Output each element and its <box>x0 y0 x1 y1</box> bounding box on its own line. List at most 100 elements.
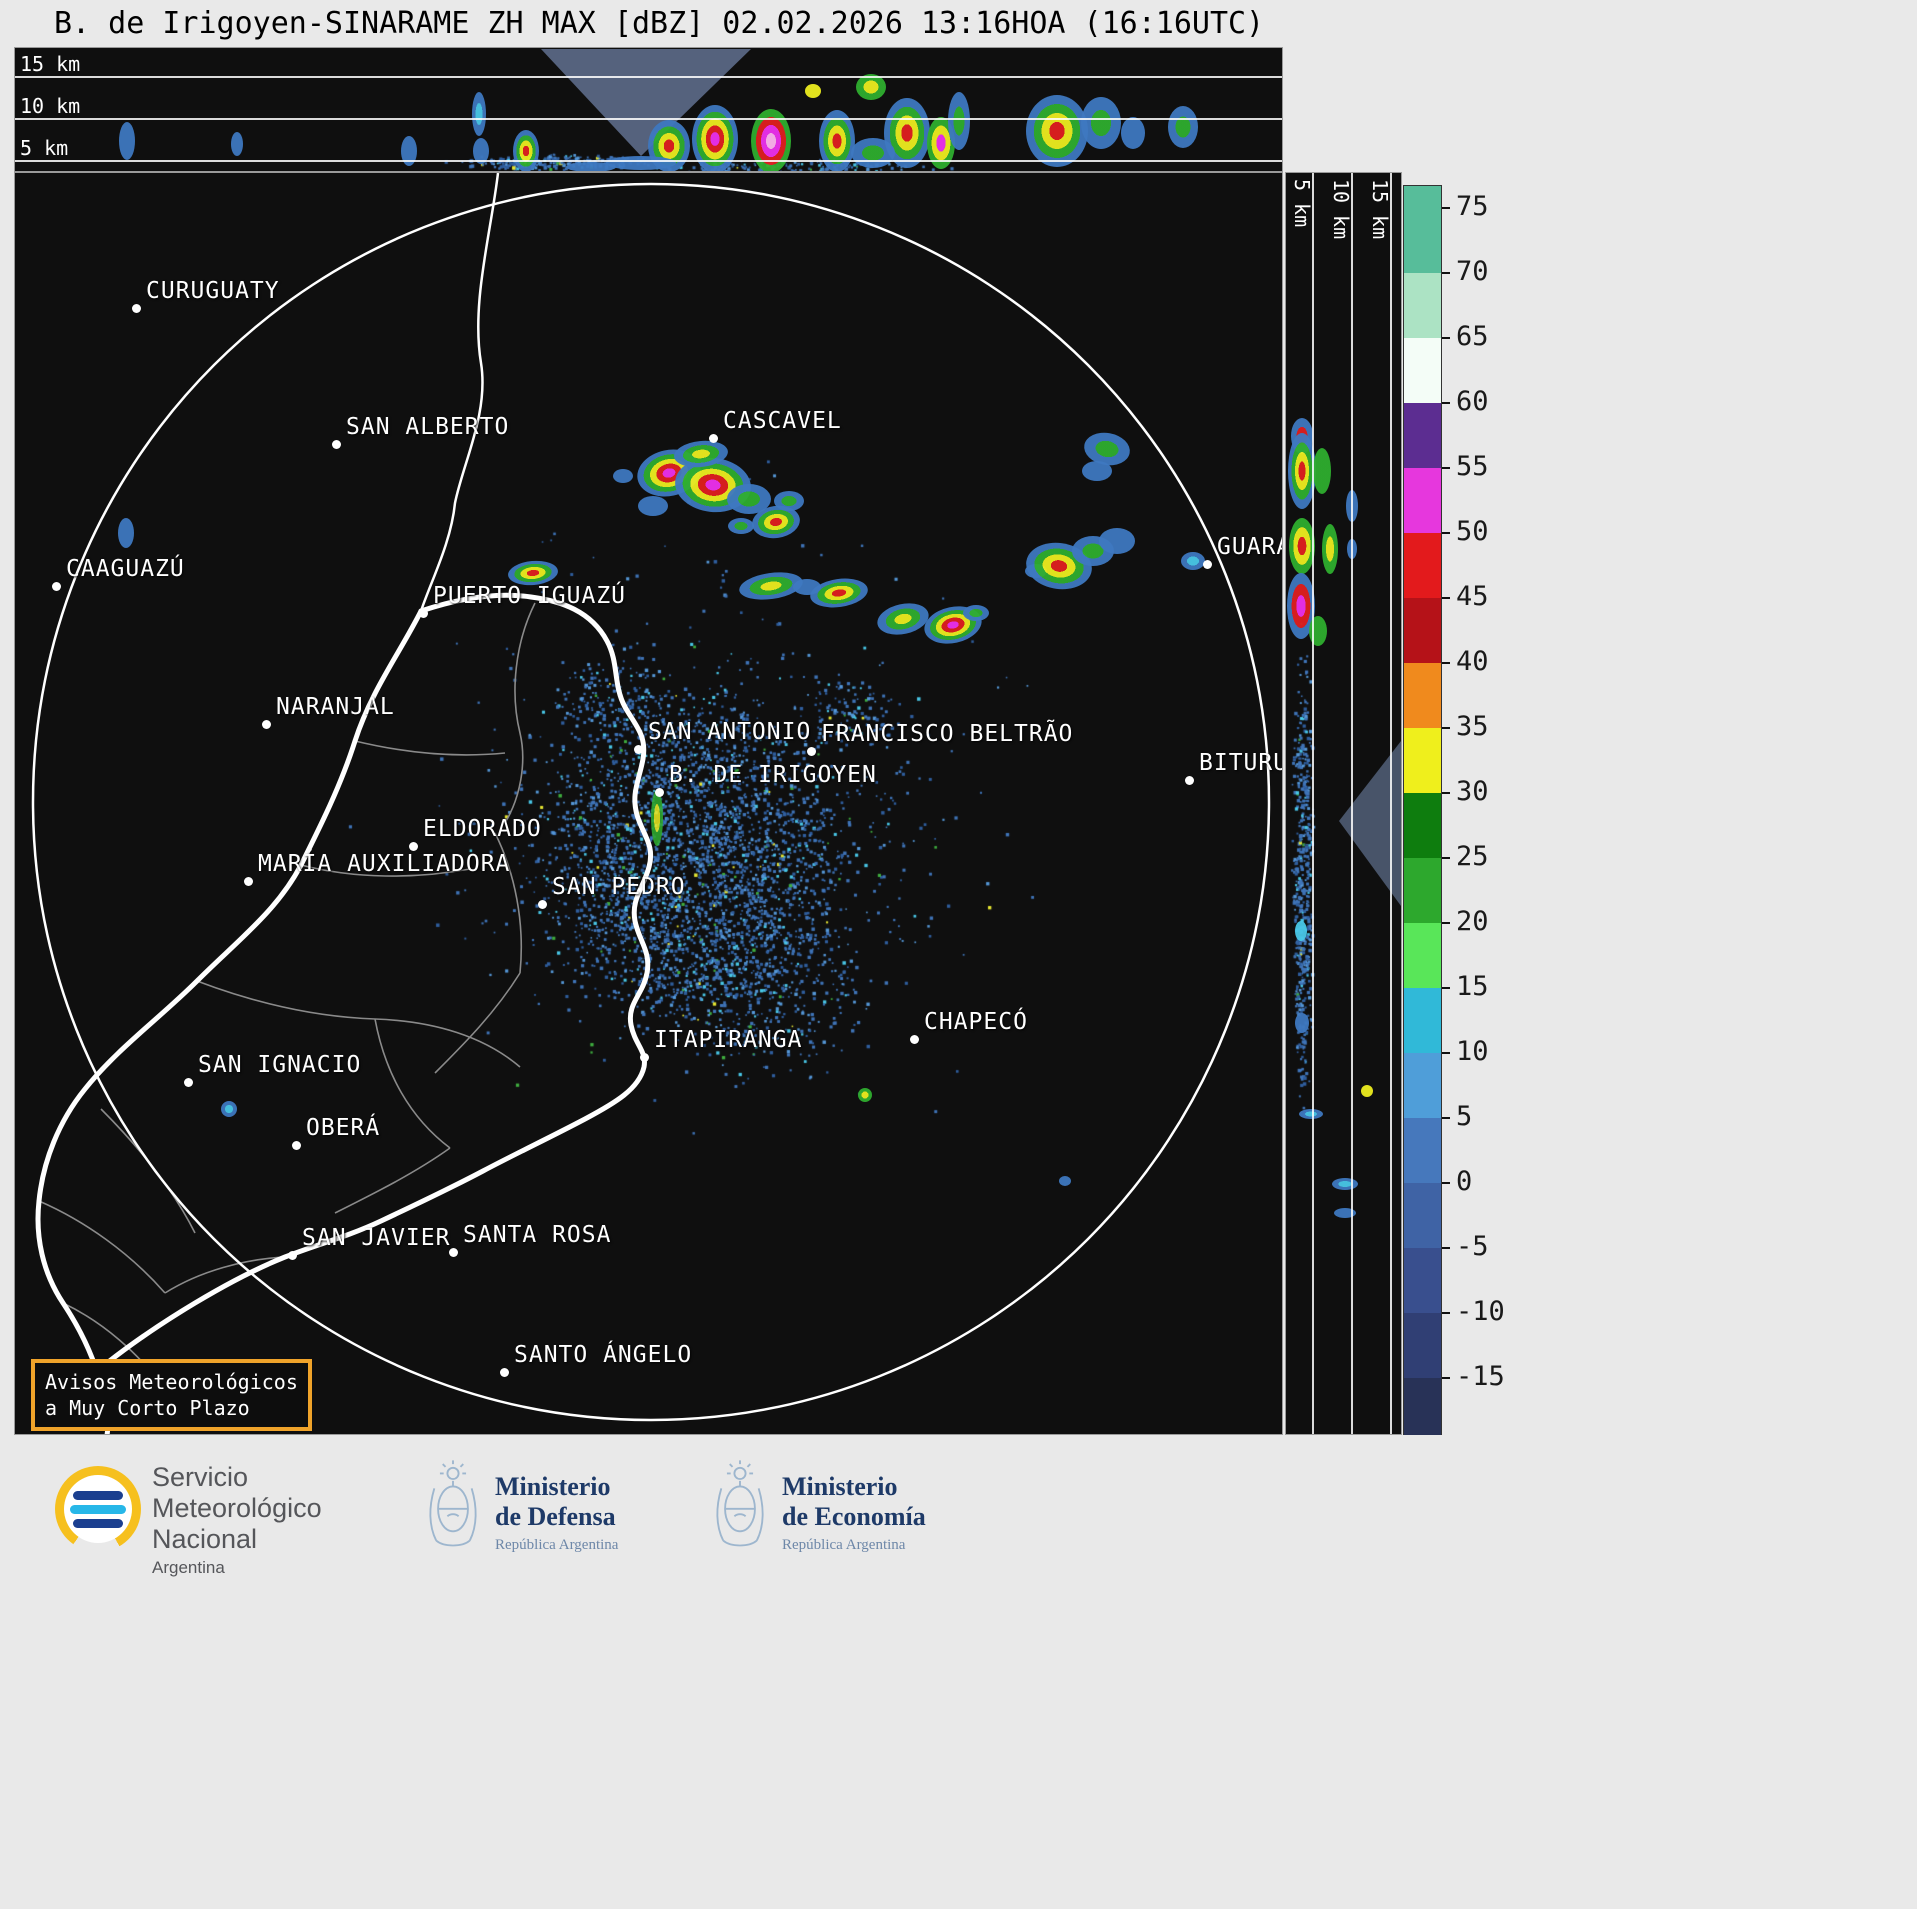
warning-box[interactable]: Avisos Meteorológicos a Muy Corto Plazo <box>31 1359 312 1431</box>
radar-echo-cell <box>473 138 489 164</box>
colorbar-segment <box>1404 1183 1441 1248</box>
city-label: MARÍA AUXILIADORA <box>258 851 511 877</box>
radar-echo-cell <box>1334 1208 1356 1218</box>
colorbar-tick-label: -15 <box>1456 1361 1505 1392</box>
ministry-defensa: Ministerio de Defensa República Argentin… <box>425 1460 618 1554</box>
city-label: SAN PEDRO <box>552 874 686 900</box>
city-label: ITAPIRANGA <box>654 1027 803 1053</box>
city-label: CHAPECÓ <box>924 1009 1028 1035</box>
city-marker <box>419 609 428 618</box>
beam-artifact-wedge <box>1339 741 1401 906</box>
city-marker <box>1185 776 1194 785</box>
top-cross-section-panel: 15 km 10 km 5 km <box>14 47 1283 172</box>
city-marker <box>409 842 418 851</box>
border-river-north <box>419 173 500 612</box>
city-label: SANTO ÁNGELO <box>514 1342 693 1368</box>
colorbar-tick-label: -10 <box>1456 1296 1505 1327</box>
colorbar-tick-label: 60 <box>1456 386 1489 417</box>
smn-stripe-icon <box>73 1490 123 1500</box>
city-marker <box>244 877 253 886</box>
city-marker <box>449 1248 458 1257</box>
right-speckle-canvas <box>1286 173 1401 1434</box>
colorbar-tick <box>1442 1377 1450 1379</box>
ministry-economia: Ministerio de Economía República Argenti… <box>712 1460 926 1554</box>
altitude-label-5km: 5 km <box>1290 179 1314 228</box>
city-label: CASCAVEL <box>723 408 842 434</box>
city-marker <box>655 788 664 797</box>
ministry-sub: República Argentina <box>495 1537 619 1553</box>
radar-echo-cell <box>1295 921 1307 941</box>
colorbar-segment <box>1404 1313 1441 1378</box>
colorbar-tick <box>1442 662 1450 664</box>
ministry-wordmark: Ministerio de Defensa República Argentin… <box>495 1460 618 1554</box>
radar-echo-cell <box>948 92 970 150</box>
colorbar-tick <box>1442 987 1450 989</box>
colorbar-tick <box>1442 1312 1450 1314</box>
dbz-colorbar <box>1403 185 1442 1436</box>
colorbar-tick-label: 30 <box>1456 776 1489 807</box>
colorbar-tick-label: -5 <box>1456 1231 1489 1262</box>
ministry-name-line: Ministerio <box>495 1472 611 1501</box>
colorbar-tick <box>1442 597 1450 599</box>
colorbar-tick-label: 5 <box>1456 1101 1473 1132</box>
radar-echo-cell <box>1361 1085 1373 1097</box>
smn-stripe-icon <box>70 1504 126 1514</box>
radar-echo-cell <box>1289 518 1315 574</box>
radar-echo-cell <box>805 84 821 98</box>
map-speckle-canvas <box>15 173 1282 1434</box>
colorbar-segment <box>1404 728 1441 793</box>
colorbar-tick-label: 75 <box>1456 191 1489 222</box>
city-label: CAAGUAZÚ <box>66 556 185 582</box>
radar-echo-cell <box>1082 461 1112 481</box>
smn-line: Servicio <box>152 1462 249 1492</box>
radar-echo-cell <box>1059 1176 1071 1186</box>
radar-echo-cell <box>651 790 663 846</box>
city-label: SANTA ROSA <box>463 1222 612 1248</box>
page-title: B. de Irigoyen-SINARAME ZH MAX [dBZ] 02.… <box>54 6 1265 41</box>
city-marker <box>910 1035 919 1044</box>
range-circle <box>31 182 1271 1422</box>
city-label: BITURU <box>1199 750 1283 776</box>
city-marker <box>262 720 271 729</box>
map-panel: CURUGUATY SAN ALBERTO CAAGUAZÚ CASCAVEL PUER… <box>14 172 1283 1435</box>
city-label: SAN ALBERTO <box>346 414 510 440</box>
city-label: OBERÁ <box>306 1115 381 1141</box>
colorbar-segment <box>1404 533 1441 598</box>
smn-wordmark: Servicio Meteorológico Nacional Argentin… <box>152 1462 322 1578</box>
colorbar-tick <box>1442 402 1450 404</box>
altitude-gridline-15km <box>15 76 1282 78</box>
city-label: SAN IGNACIO <box>198 1052 362 1078</box>
radar-echo-cell <box>231 132 243 156</box>
smn-line: Meteorológico <box>152 1493 322 1523</box>
city-label: ELDORADO <box>423 816 542 842</box>
smn-line: Nacional <box>152 1524 258 1554</box>
colorbar-tick-label: 25 <box>1456 841 1489 872</box>
radar-echo-cell <box>638 496 668 516</box>
radar-echo-cell <box>728 518 754 534</box>
city-label: CURUGUATY <box>146 278 280 304</box>
ministry-sub: República Argentina <box>782 1537 906 1553</box>
altitude-label-15km: 15 km <box>20 52 81 76</box>
ministry-name-line: de Economía <box>782 1502 926 1531</box>
radar-echo-cell <box>1181 552 1205 570</box>
colorbar-tick <box>1442 272 1450 274</box>
beam-artifact-wedge <box>541 49 751 156</box>
colorbar-segment <box>1404 403 1441 468</box>
city-marker <box>640 1053 649 1062</box>
colorbar-tick-label: 15 <box>1456 971 1489 1002</box>
radar-echo-cell <box>856 74 886 100</box>
radar-echo-cell <box>1121 117 1145 149</box>
city-marker <box>332 440 341 449</box>
colorbar-segment <box>1404 663 1441 728</box>
colorbar-segment <box>1404 923 1441 988</box>
radar-echo-cell <box>1313 448 1331 494</box>
radar-echo-cell <box>774 491 804 511</box>
altitude-gridline-5km <box>15 160 1282 162</box>
radar-echo-cell <box>1332 1178 1358 1190</box>
colorbar-segment <box>1404 858 1441 923</box>
altitude-label-10km: 10 km <box>1329 179 1353 240</box>
radar-echo-cell <box>1081 97 1121 149</box>
city-label: B. DE IRIGOYEN <box>669 762 877 788</box>
altitude-label-5km: 5 km <box>20 136 69 160</box>
